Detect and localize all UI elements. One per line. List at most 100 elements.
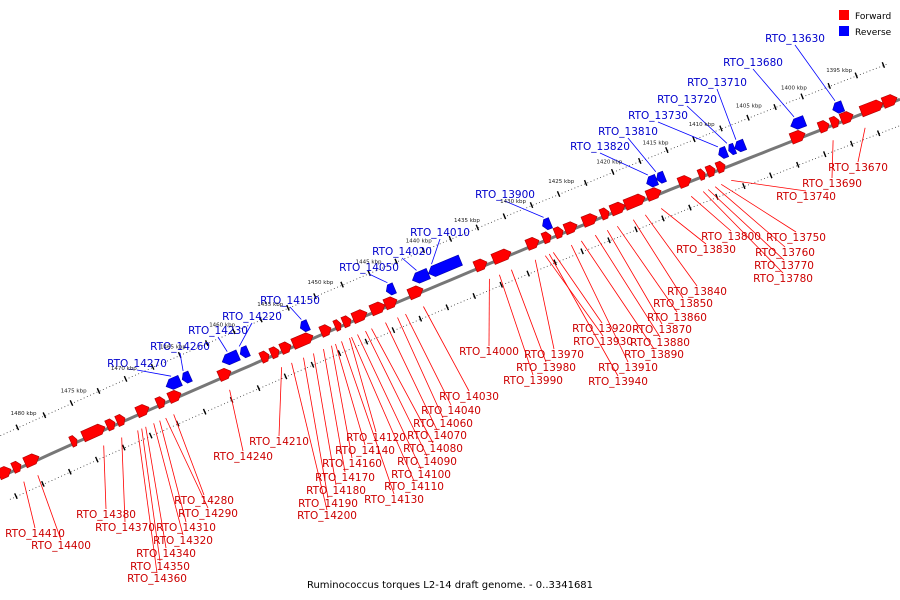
track-dot <box>718 129 720 131</box>
track-dot <box>649 224 650 225</box>
track-dot <box>492 288 494 290</box>
track-dot <box>882 131 884 133</box>
track-dot <box>604 242 606 244</box>
leader-line <box>313 353 337 486</box>
track-dot <box>176 424 177 426</box>
track-dot <box>763 111 765 113</box>
track-dot <box>418 319 420 321</box>
track-dot <box>128 445 130 447</box>
track-dot <box>895 126 896 128</box>
backbone-line <box>0 97 900 479</box>
track-dot <box>779 105 781 107</box>
gene-arrow <box>696 168 706 181</box>
track-dot <box>205 343 207 345</box>
leader-line <box>716 88 737 140</box>
track-dot <box>564 191 566 193</box>
track-dot <box>407 256 409 258</box>
gene-label: RTO_13890 <box>624 349 684 361</box>
track-dot <box>317 295 319 296</box>
major-tick <box>638 157 642 164</box>
track-dot <box>473 296 475 298</box>
track-dot <box>396 328 398 330</box>
track-dot <box>529 205 531 207</box>
track-dot <box>757 180 759 182</box>
track-dot <box>423 250 425 251</box>
track-dot <box>276 312 277 314</box>
major-tick <box>553 259 557 266</box>
track-dot <box>323 360 324 362</box>
gene-label: RTO_14010 <box>410 227 470 239</box>
gene-label: RTO_14210 <box>249 436 309 448</box>
track-dot <box>834 84 836 85</box>
gene-arrow <box>790 115 808 130</box>
gene-label: RTO_14070 <box>407 430 467 442</box>
track-dot <box>712 198 714 200</box>
major-tick <box>367 270 371 277</box>
major-tick <box>96 387 101 394</box>
track-dot <box>853 76 855 78</box>
track-dot <box>160 363 162 365</box>
leader-line <box>37 475 62 541</box>
track-dot <box>824 87 826 89</box>
leader-line <box>351 336 415 482</box>
track-dot <box>821 89 823 90</box>
track-dot <box>796 165 797 167</box>
track-dot <box>561 192 563 194</box>
gene-arrow <box>166 389 182 404</box>
leader-line <box>794 44 836 102</box>
track-dot <box>454 304 455 306</box>
track-dot <box>498 285 500 287</box>
track-dot <box>606 174 608 176</box>
track-dot <box>471 229 473 231</box>
gene-arrow <box>278 341 292 355</box>
gene-arrow <box>68 435 78 448</box>
gene-label: RTO_13850 <box>653 298 713 310</box>
leader-line <box>627 137 657 173</box>
track-dot <box>863 139 864 141</box>
track-dot <box>703 202 705 204</box>
major-tick <box>822 151 827 158</box>
track-dot <box>420 251 422 253</box>
gene-arrow <box>472 258 488 273</box>
track-dot <box>201 413 203 414</box>
track-dot <box>26 423 27 425</box>
track-dot <box>425 316 427 318</box>
track-dot <box>144 370 146 372</box>
leader-line <box>616 225 678 313</box>
track-dot <box>163 361 165 363</box>
track-dot <box>349 281 351 283</box>
major-tick <box>827 82 831 89</box>
track-dot <box>559 260 561 262</box>
gene-label: RTO_14400 <box>31 540 91 552</box>
track-dot <box>246 393 248 395</box>
leader-line <box>365 330 428 457</box>
track-dot <box>244 326 245 328</box>
track-dot <box>667 149 669 151</box>
track-dot <box>622 167 624 169</box>
gene-label: RTO_14020 <box>372 246 432 258</box>
gene-label: RTO_13870 <box>632 324 692 336</box>
track-dot <box>449 239 451 241</box>
gene-label: RTO_13670 <box>828 162 888 174</box>
leader-line <box>606 229 663 325</box>
track-dot <box>879 133 880 134</box>
track-dot <box>750 116 752 118</box>
leader-line <box>644 214 698 287</box>
gene-label: RTO_13730 <box>628 110 688 122</box>
gene-arrow <box>22 453 40 469</box>
track-dot <box>626 233 628 235</box>
track-dot <box>192 349 194 351</box>
track-dot <box>22 493 24 494</box>
gene-label: RTO_13840 <box>667 286 727 298</box>
leader-line <box>552 252 603 324</box>
leader-line <box>570 244 629 363</box>
track-dot <box>231 332 233 334</box>
major-tick <box>556 190 561 198</box>
track-dot <box>620 235 622 237</box>
leader-line <box>121 437 126 523</box>
track-dot <box>815 158 816 159</box>
track-dot <box>51 480 53 481</box>
major-tick <box>634 226 638 233</box>
track-dot <box>319 361 321 363</box>
